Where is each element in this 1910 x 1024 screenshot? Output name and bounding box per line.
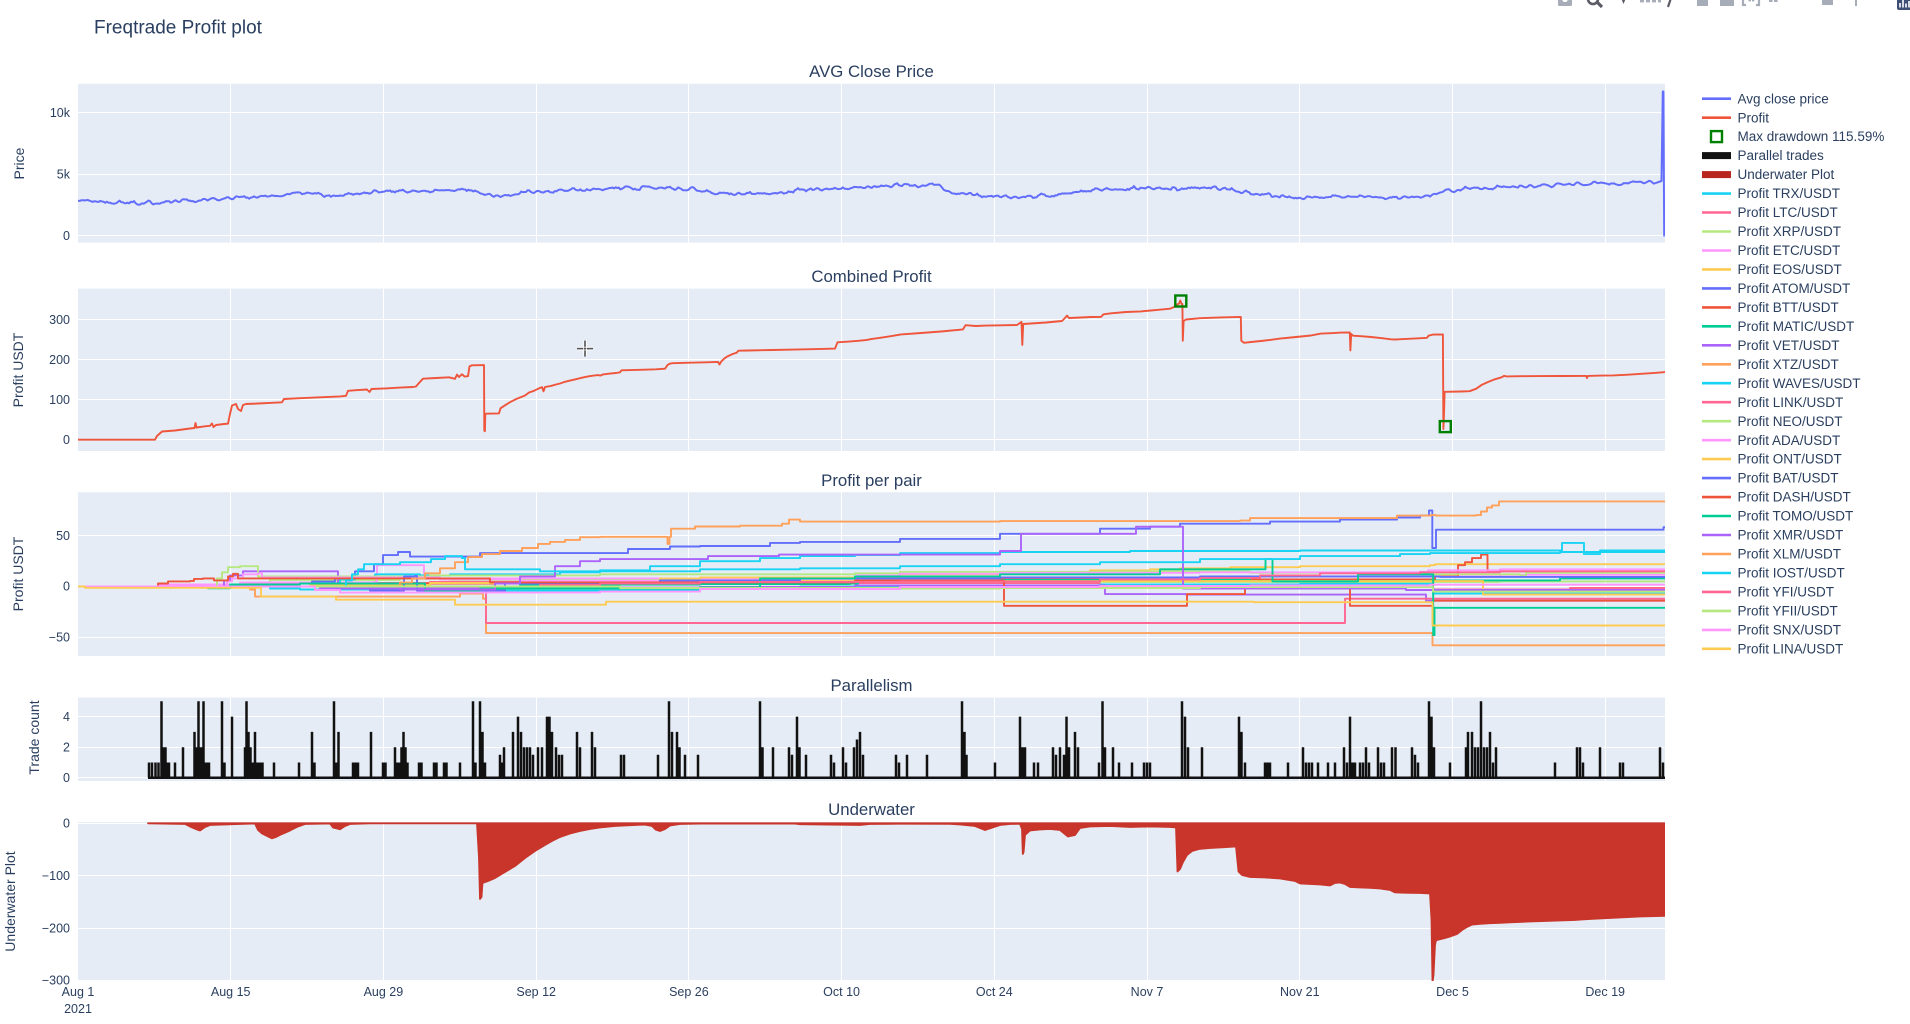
svg-text:Profit MATIC/USDT: Profit MATIC/USDT xyxy=(1738,319,1855,334)
svg-text:Profit YFI/USDT: Profit YFI/USDT xyxy=(1738,585,1835,600)
svg-text:Sep 12: Sep 12 xyxy=(516,985,556,999)
svg-text:Profit YFII/USDT: Profit YFII/USDT xyxy=(1738,604,1838,619)
svg-text:0: 0 xyxy=(63,771,70,785)
svg-text:300: 300 xyxy=(49,313,70,327)
svg-text:Avg close price: Avg close price xyxy=(1738,91,1829,106)
svg-text:2021: 2021 xyxy=(64,1002,92,1016)
svg-text:−50: −50 xyxy=(49,630,70,644)
svg-text:Oct 10: Oct 10 xyxy=(823,985,860,999)
svg-text:Profit per pair: Profit per pair xyxy=(821,471,922,490)
svg-text:0: 0 xyxy=(63,580,70,594)
svg-text:Aug 1: Aug 1 xyxy=(62,985,95,999)
svg-text:Underwater: Underwater xyxy=(828,800,915,819)
svg-text:−100: −100 xyxy=(42,869,70,883)
svg-text:Parallelism: Parallelism xyxy=(830,676,912,695)
svg-text:Profit ETC/USDT: Profit ETC/USDT xyxy=(1738,243,1841,258)
svg-text:−200: −200 xyxy=(42,921,70,935)
svg-text:Profit XLM/USDT: Profit XLM/USDT xyxy=(1738,547,1842,562)
svg-text:Profit SNX/USDT: Profit SNX/USDT xyxy=(1738,623,1842,638)
svg-text:−300: −300 xyxy=(42,974,70,988)
svg-text:50: 50 xyxy=(56,529,70,543)
svg-text:Profit USDT: Profit USDT xyxy=(10,536,26,611)
svg-text:Profit WAVES/USDT: Profit WAVES/USDT xyxy=(1738,376,1861,391)
svg-text:Profit EOS/USDT: Profit EOS/USDT xyxy=(1738,262,1842,277)
svg-text:Oct 24: Oct 24 xyxy=(976,985,1013,999)
svg-text:Profit XTZ/USDT: Profit XTZ/USDT xyxy=(1738,357,1839,372)
svg-text:Aug 29: Aug 29 xyxy=(364,985,404,999)
svg-text:Profit ONT/USDT: Profit ONT/USDT xyxy=(1738,452,1842,467)
svg-text:10k: 10k xyxy=(50,106,71,120)
svg-text:Profit LINA/USDT: Profit LINA/USDT xyxy=(1738,641,1844,656)
svg-text:Profit NEO/USDT: Profit NEO/USDT xyxy=(1738,414,1843,429)
svg-text:200: 200 xyxy=(49,353,70,367)
svg-text:4: 4 xyxy=(63,710,70,724)
svg-text:Profit USDT: Profit USDT xyxy=(10,332,26,407)
svg-text:Profit XMR/USDT: Profit XMR/USDT xyxy=(1738,528,1844,543)
svg-text:Parallel trades: Parallel trades xyxy=(1738,148,1825,163)
svg-text:Profit BTT/USDT: Profit BTT/USDT xyxy=(1738,300,1839,315)
svg-text:2: 2 xyxy=(63,740,70,754)
svg-text:AVG Close Price: AVG Close Price xyxy=(809,62,934,81)
svg-text:Freqtrade Profit plot: Freqtrade Profit plot xyxy=(94,18,263,39)
svg-text:Profit TOMO/USDT: Profit TOMO/USDT xyxy=(1738,509,1854,524)
svg-text:0: 0 xyxy=(63,229,70,243)
svg-text:Price: Price xyxy=(11,147,27,179)
svg-text:Profit VET/USDT: Profit VET/USDT xyxy=(1738,338,1840,353)
svg-text:Combined Profit: Combined Profit xyxy=(811,267,932,286)
svg-text:Profit ATOM/USDT: Profit ATOM/USDT xyxy=(1738,281,1851,296)
svg-text:Sep 26: Sep 26 xyxy=(669,985,709,999)
svg-text:Profit LINK/USDT: Profit LINK/USDT xyxy=(1738,395,1844,410)
svg-text:0: 0 xyxy=(63,433,70,447)
svg-text:100: 100 xyxy=(49,393,70,407)
svg-text:Dec 5: Dec 5 xyxy=(1436,985,1469,999)
svg-text:Underwater Plot: Underwater Plot xyxy=(1738,167,1835,182)
svg-text:Profit DASH/USDT: Profit DASH/USDT xyxy=(1738,490,1851,505)
svg-text:Profit IOST/USDT: Profit IOST/USDT xyxy=(1738,566,1845,581)
svg-text:Profit TRX/USDT: Profit TRX/USDT xyxy=(1738,186,1841,201)
svg-text:Nov 21: Nov 21 xyxy=(1280,985,1320,999)
svg-text:Profit LTC/USDT: Profit LTC/USDT xyxy=(1738,205,1838,220)
svg-text:Underwater Plot: Underwater Plot xyxy=(2,851,18,951)
svg-text:Dec 19: Dec 19 xyxy=(1585,985,1625,999)
svg-text:0: 0 xyxy=(63,817,70,831)
svg-text:Profit XRP/USDT: Profit XRP/USDT xyxy=(1738,224,1842,239)
svg-text:Max drawdown 115.59%: Max drawdown 115.59% xyxy=(1738,129,1885,144)
svg-text:Profit: Profit xyxy=(1738,110,1770,125)
svg-text:Trade count: Trade count xyxy=(26,700,42,774)
svg-text:Nov 7: Nov 7 xyxy=(1131,985,1164,999)
svg-text:Profit ADA/USDT: Profit ADA/USDT xyxy=(1738,433,1841,448)
svg-text:Profit BAT/USDT: Profit BAT/USDT xyxy=(1738,471,1839,486)
svg-text:Aug 15: Aug 15 xyxy=(211,985,251,999)
svg-text:5k: 5k xyxy=(57,168,71,182)
